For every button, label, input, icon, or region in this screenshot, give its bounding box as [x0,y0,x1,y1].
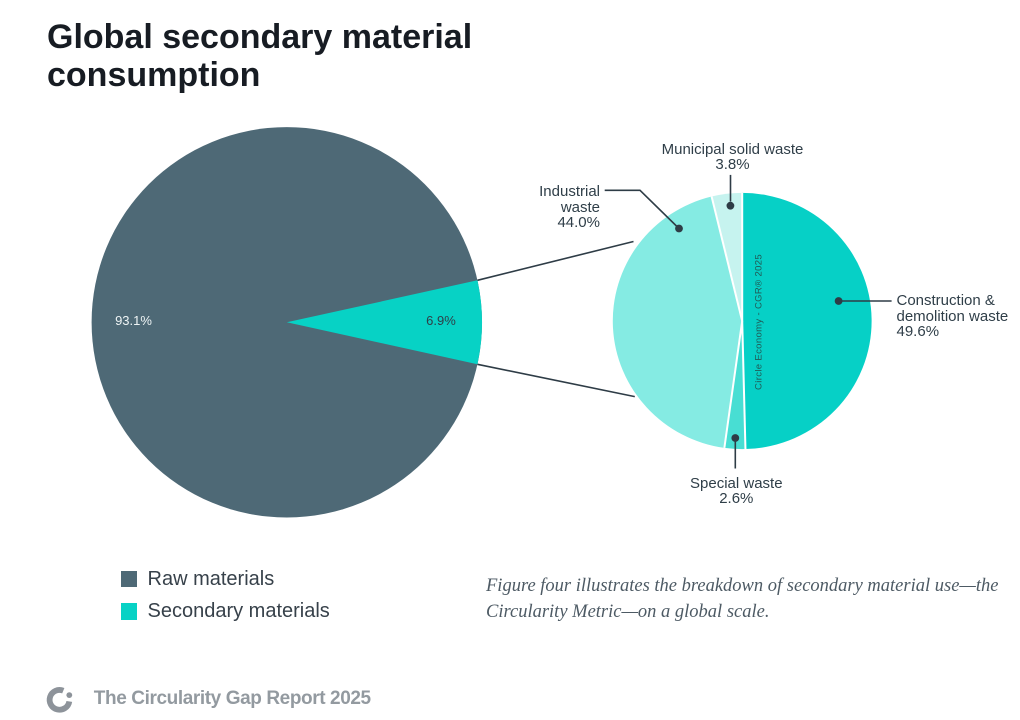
svg-text:Circle Economy - CGR® 2025: Circle Economy - CGR® 2025 [754,254,765,390]
